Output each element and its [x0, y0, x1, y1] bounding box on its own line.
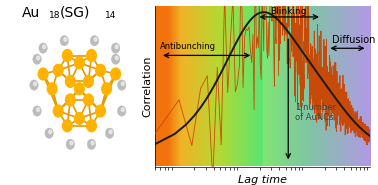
Circle shape — [112, 43, 120, 53]
Circle shape — [65, 94, 75, 106]
Circle shape — [53, 105, 63, 117]
Circle shape — [30, 80, 38, 90]
Circle shape — [34, 82, 37, 86]
Text: Blinking: Blinking — [270, 6, 307, 16]
Circle shape — [53, 64, 63, 76]
Circle shape — [62, 50, 72, 61]
Text: (SG): (SG) — [60, 6, 90, 20]
Circle shape — [70, 141, 73, 145]
Circle shape — [66, 139, 74, 149]
Circle shape — [115, 56, 118, 60]
Circle shape — [84, 75, 93, 87]
Circle shape — [102, 83, 112, 95]
Circle shape — [91, 141, 94, 145]
Circle shape — [90, 36, 99, 46]
Circle shape — [121, 82, 124, 86]
Text: Au: Au — [22, 6, 40, 20]
Circle shape — [96, 105, 105, 117]
Circle shape — [118, 106, 126, 116]
Text: 1/number
of AuNCs: 1/number of AuNCs — [295, 103, 336, 122]
Circle shape — [96, 64, 105, 76]
Circle shape — [38, 68, 48, 80]
Circle shape — [84, 94, 93, 106]
Circle shape — [64, 38, 67, 41]
Circle shape — [105, 128, 114, 138]
Circle shape — [47, 83, 57, 95]
Text: 14: 14 — [105, 11, 116, 20]
Circle shape — [109, 130, 112, 134]
Circle shape — [37, 108, 40, 112]
Circle shape — [33, 106, 41, 116]
Circle shape — [74, 57, 84, 69]
Circle shape — [60, 36, 68, 46]
Circle shape — [87, 139, 96, 149]
Circle shape — [121, 108, 124, 112]
Circle shape — [65, 75, 75, 87]
Circle shape — [94, 38, 97, 41]
Circle shape — [33, 54, 41, 64]
Circle shape — [115, 45, 118, 49]
Circle shape — [74, 83, 84, 95]
Circle shape — [39, 43, 47, 53]
Text: Diffusion: Diffusion — [332, 36, 375, 46]
Circle shape — [62, 120, 72, 132]
Circle shape — [111, 68, 121, 80]
Circle shape — [74, 112, 84, 124]
Circle shape — [87, 120, 96, 132]
Y-axis label: Correlation: Correlation — [142, 55, 152, 117]
Circle shape — [45, 128, 53, 138]
Circle shape — [87, 50, 96, 61]
Circle shape — [43, 45, 46, 49]
Text: Antibunching: Antibunching — [160, 42, 216, 51]
X-axis label: Lag time: Lag time — [238, 175, 287, 185]
Text: 18: 18 — [49, 11, 60, 20]
Circle shape — [112, 54, 120, 64]
Circle shape — [118, 80, 126, 90]
Circle shape — [49, 130, 52, 134]
Circle shape — [37, 56, 40, 60]
